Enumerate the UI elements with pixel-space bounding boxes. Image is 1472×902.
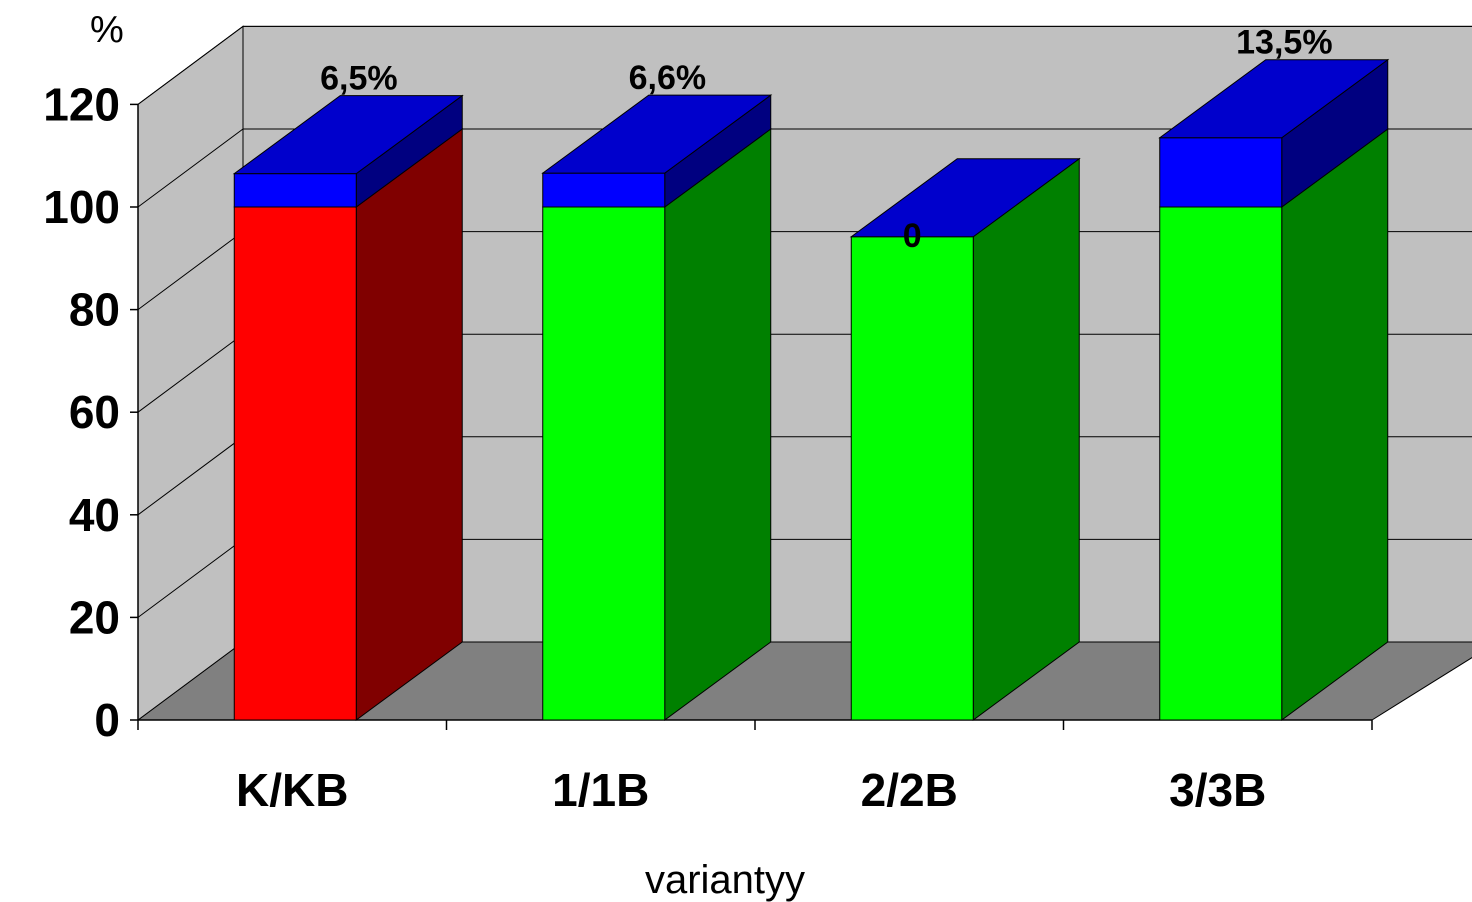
data-label: 6,5% [320, 60, 398, 98]
y-tick-label: 20 [69, 591, 120, 643]
gridline [137, 128, 1472, 208]
bar-1-1b [541, 94, 773, 721]
x-tick-label: K/KB [236, 764, 348, 816]
x-tick-label: 3/3B [1169, 764, 1266, 816]
bar-3-3b [1158, 58, 1390, 721]
bar-top-front [542, 172, 666, 208]
y-tick-label: 60 [69, 386, 120, 438]
bar-top-front [1159, 137, 1283, 208]
bars [232, 58, 1390, 721]
labels: 0 20 40 60 80 100 120 K/KB 6,5% 1/1B 6,6% 2/2B 0 3/3B… [43, 24, 1332, 816]
bar-k-kb [232, 94, 464, 721]
bar-base-front [233, 206, 357, 721]
y-tick-label: 120 [43, 78, 120, 130]
bar-base-front [542, 206, 666, 721]
bar-top-front [233, 173, 357, 208]
bar-top-cap [849, 158, 1081, 238]
y-tick-label: 40 [69, 489, 120, 541]
y-tick-label: 0 [94, 694, 120, 746]
data-label: 6,6% [629, 59, 707, 97]
y-tick-label: 100 [43, 181, 120, 233]
x-axis-title: variantyy [645, 858, 805, 902]
data-label: 13,5% [1236, 24, 1332, 62]
y-tick-label: 80 [69, 284, 120, 336]
bar-base-side [664, 128, 772, 721]
bar-base-front [850, 236, 974, 721]
bar-base-side [1281, 128, 1389, 721]
gridline [137, 25, 1472, 105]
bar-base-side [972, 157, 1080, 721]
y-axis-title: % [90, 9, 124, 51]
bar-base-front [1159, 206, 1283, 721]
x-tick-label: 1/1B [552, 764, 649, 816]
bar-base-side [355, 128, 463, 721]
data-label: 0 [903, 217, 922, 255]
bar-top-cap [1158, 59, 1390, 139]
bar-top-cap [541, 94, 773, 174]
bar-top-cap [232, 95, 464, 175]
bar-2-2b [849, 157, 1081, 721]
x-tick-label: 2/2B [861, 764, 958, 816]
